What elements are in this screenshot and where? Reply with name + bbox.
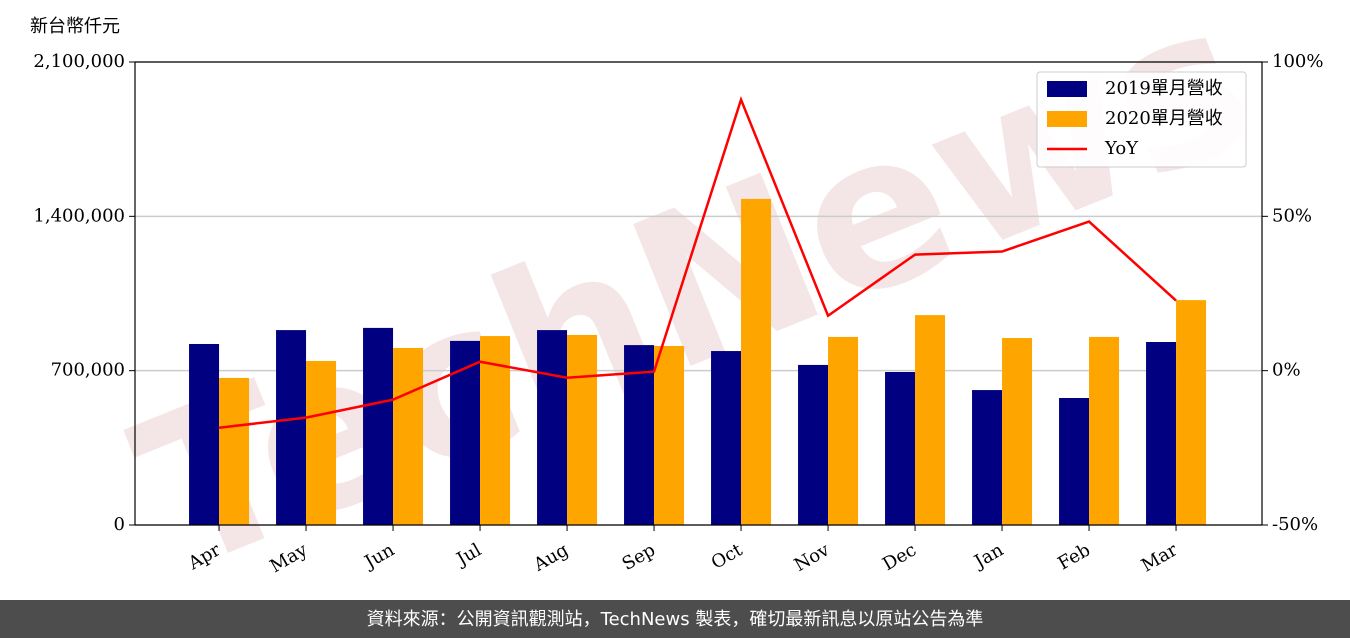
y-tick-label: 0 bbox=[114, 514, 125, 535]
bar bbox=[972, 390, 1003, 525]
bar bbox=[885, 371, 916, 525]
bar bbox=[741, 198, 772, 525]
bar bbox=[306, 360, 337, 525]
plot-frame bbox=[134, 61, 1263, 526]
legend-label: YoY bbox=[1104, 138, 1139, 159]
legend-label: 2020單月營收 bbox=[1105, 108, 1223, 129]
y-axis-label: 新台幣仟元 bbox=[30, 16, 120, 37]
bar bbox=[219, 377, 250, 525]
bar bbox=[798, 364, 829, 525]
bar bbox=[1089, 336, 1120, 525]
y-tick-label: 2,100,000 bbox=[33, 51, 125, 72]
line bbox=[218, 95, 1177, 430]
legend-label: 2019單月營收 bbox=[1105, 78, 1223, 99]
bar bbox=[567, 334, 598, 525]
y-tick-label: 1,400,000 bbox=[33, 205, 125, 226]
bar bbox=[1002, 338, 1033, 525]
legend-box bbox=[1036, 71, 1247, 168]
bar bbox=[1176, 300, 1207, 525]
y2-tick-label: 100% bbox=[1272, 51, 1323, 72]
bar bbox=[624, 345, 655, 525]
bar bbox=[189, 343, 220, 525]
bar bbox=[828, 336, 859, 525]
y2-tick-label: 0% bbox=[1272, 360, 1301, 381]
footer-bar bbox=[0, 600, 1350, 638]
bar bbox=[654, 345, 685, 525]
bar bbox=[537, 330, 568, 525]
bar bbox=[915, 315, 946, 525]
bar bbox=[276, 330, 307, 525]
y-tick-label: 700,000 bbox=[51, 360, 125, 381]
footer-text: 資料來源：公開資訊觀測站，TechNews 製表，確切最新訊息以原站公告為準 bbox=[367, 609, 984, 630]
bar bbox=[363, 327, 394, 525]
y2-tick-label: -50% bbox=[1272, 514, 1318, 535]
y2-tick-label: 50% bbox=[1272, 205, 1312, 226]
bar bbox=[1059, 398, 1090, 525]
bar bbox=[711, 351, 742, 525]
legend-swatch bbox=[1047, 81, 1087, 97]
bar bbox=[393, 347, 424, 525]
bar bbox=[1146, 342, 1177, 525]
legend-swatch bbox=[1047, 111, 1087, 127]
